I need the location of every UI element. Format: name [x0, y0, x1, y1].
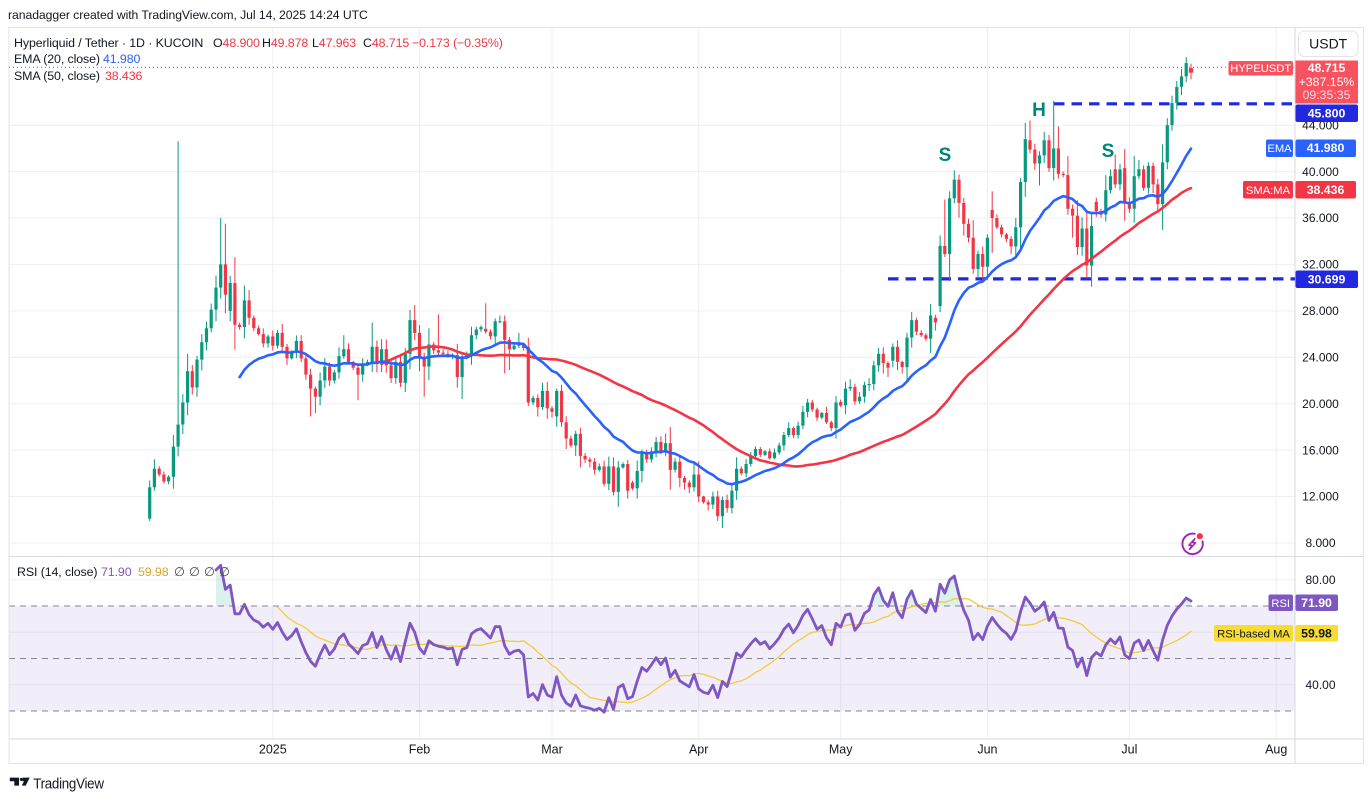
svg-text:H49.878: H49.878	[262, 36, 308, 50]
svg-text:48.715: 48.715	[1308, 61, 1346, 75]
svg-text:40.00: 40.00	[1305, 678, 1335, 692]
svg-text:C48.715: C48.715	[363, 36, 409, 50]
svg-text:O48.900: O48.900	[213, 36, 260, 50]
svg-text:RSI: RSI	[1271, 598, 1290, 610]
svg-text:∅: ∅	[219, 565, 230, 579]
svg-text:L47.963: L47.963	[312, 36, 356, 50]
svg-text:71.90: 71.90	[101, 565, 132, 579]
svg-text:16.000: 16.000	[1302, 443, 1339, 457]
svg-text:80.00: 80.00	[1305, 573, 1335, 587]
svg-text:20.000: 20.000	[1302, 397, 1339, 411]
svg-text:36.000: 36.000	[1302, 211, 1339, 225]
svg-text:59.98: 59.98	[138, 565, 169, 579]
svg-text:−0.173 (−0.35%): −0.173 (−0.35%)	[412, 36, 503, 50]
svg-text:40.000: 40.000	[1302, 165, 1339, 179]
svg-text:38.436: 38.436	[105, 69, 143, 83]
svg-text:May: May	[829, 743, 853, 757]
svg-text:EMA: EMA	[1267, 143, 1292, 155]
svg-text:S: S	[1102, 141, 1115, 162]
svg-text:30.699: 30.699	[1308, 272, 1346, 286]
svg-text:59.98: 59.98	[1301, 626, 1332, 640]
svg-text:24.000: 24.000	[1302, 351, 1339, 365]
svg-text:∅: ∅	[189, 565, 200, 579]
svg-text:Apr: Apr	[689, 743, 708, 757]
svg-text:EMA (20, close): EMA (20, close)	[14, 52, 100, 66]
svg-text:SMA (50, close): SMA (50, close)	[14, 69, 100, 83]
svg-text:RSI-based MA: RSI-based MA	[1217, 629, 1290, 641]
svg-text:∅: ∅	[204, 565, 215, 579]
svg-text:Mar: Mar	[541, 743, 563, 757]
svg-text:+387.15%: +387.15%	[1299, 75, 1355, 89]
svg-text:S: S	[939, 145, 952, 166]
svg-text:32.000: 32.000	[1302, 258, 1339, 272]
svg-text:H: H	[1032, 100, 1046, 121]
svg-text:RSI (14, close): RSI (14, close)	[17, 565, 97, 579]
svg-text:Hyperliquid / Tether · 1D · KU: Hyperliquid / Tether · 1D · KUCOIN	[14, 36, 203, 50]
svg-text:TradingView: TradingView	[33, 776, 104, 793]
svg-text:Jun: Jun	[977, 743, 997, 757]
svg-text:28.000: 28.000	[1302, 304, 1339, 318]
svg-text:∅: ∅	[174, 565, 185, 579]
svg-text:09:35:35: 09:35:35	[1303, 88, 1351, 102]
svg-text:71.90: 71.90	[1301, 596, 1332, 610]
svg-text:Jul: Jul	[1121, 743, 1137, 757]
svg-text:ranadagger created with Tradin: ranadagger created with TradingView.com,…	[8, 8, 368, 22]
svg-text:Aug: Aug	[1265, 743, 1287, 757]
svg-text:41.980: 41.980	[103, 52, 141, 66]
svg-text:45.800: 45.800	[1308, 106, 1346, 120]
svg-text:HYPEUSDT: HYPEUSDT	[1230, 63, 1291, 75]
svg-text:USDT: USDT	[1309, 36, 1348, 52]
svg-text:38.436: 38.436	[1307, 183, 1345, 197]
svg-text:12.000: 12.000	[1302, 490, 1339, 504]
svg-text:SMA:MA: SMA:MA	[1246, 185, 1291, 197]
svg-text:2025: 2025	[259, 743, 287, 757]
svg-text:41.980: 41.980	[1307, 141, 1345, 155]
svg-text:Feb: Feb	[409, 743, 431, 757]
svg-text:8.000: 8.000	[1305, 536, 1335, 550]
